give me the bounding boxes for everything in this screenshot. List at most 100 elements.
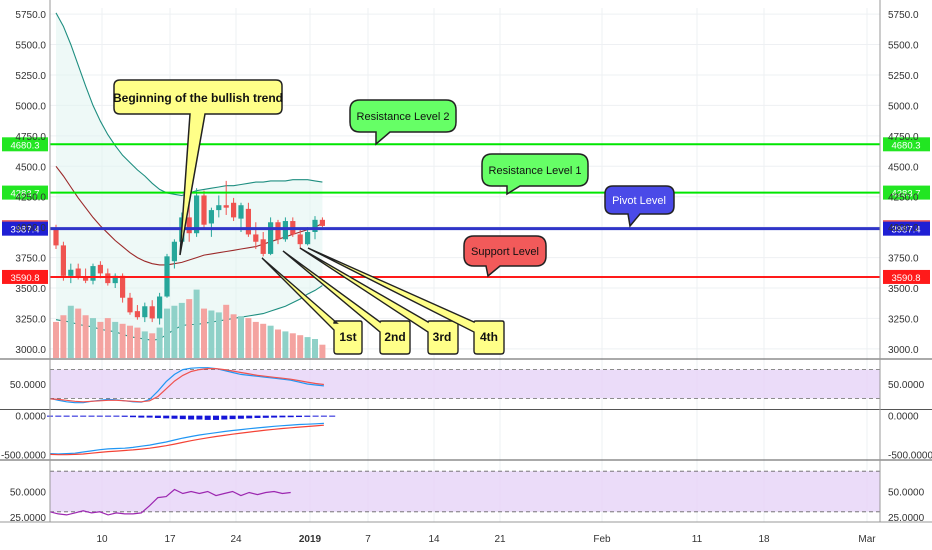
oscillator-line	[49, 368, 324, 403]
volume-bar	[53, 321, 59, 358]
y-tick-right: 3250.0	[888, 314, 919, 325]
y-tick-left: 5000.0	[15, 101, 46, 112]
level-badge-left	[2, 185, 48, 200]
macd-histogram-bar	[237, 415, 244, 419]
osc-tick-right: 50.0000	[888, 380, 925, 391]
callout-fourth[interactable]: 4th	[307, 247, 505, 355]
level-badge-left-text: 3590.8	[10, 273, 39, 284]
macd-histogram-bar	[146, 415, 153, 418]
y-tick-left: 3750.0	[15, 254, 46, 265]
callout-trend[interactable]: Beginning of the bullish trend	[113, 79, 283, 256]
oscillator-band-fill	[50, 471, 880, 512]
macd-histogram-bar	[63, 415, 70, 417]
candle-body	[297, 234, 303, 245]
y-tick-right: 5750.0	[888, 10, 919, 21]
candle-body	[245, 208, 251, 235]
y-tick-left: 3250.0	[15, 314, 46, 325]
volume-bar	[208, 310, 215, 358]
macd-histogram-bar	[196, 415, 203, 420]
volume-bar	[134, 327, 141, 358]
volume-bar	[260, 323, 267, 358]
volume-bar	[141, 331, 148, 358]
macd-histogram-bar	[121, 415, 128, 417]
macd-histogram-bar	[188, 415, 195, 420]
callout-pivot-text: Pivot Level	[612, 195, 666, 207]
x-tick-label: 21	[494, 534, 506, 545]
y-tick-left: 5500.0	[15, 41, 46, 52]
candle-body	[231, 202, 237, 218]
callout-resistance-2-text: Resistance Level 2	[357, 111, 450, 123]
volume-bar	[164, 308, 170, 358]
macd-histogram-bar	[88, 415, 95, 417]
y-tick-left: 3500.0	[15, 284, 46, 295]
osc-tick-left: 50.0000	[10, 488, 47, 499]
macd-tick-left: 0.0000	[15, 412, 46, 423]
callout-second[interactable]: 2nd	[282, 250, 411, 355]
macd-tick-right: 0.0000	[888, 412, 919, 423]
y-tick-left: 3000.0	[15, 345, 46, 356]
macd-histogram-bar	[329, 415, 336, 417]
candle-body	[75, 268, 81, 278]
macd-histogram-bar	[287, 415, 294, 418]
candle-body	[149, 306, 155, 319]
x-tick-label: Feb	[593, 534, 611, 545]
volume-bar	[75, 308, 82, 358]
volume-bar	[171, 305, 178, 358]
volume-bar	[112, 321, 119, 358]
callout-support[interactable]: Support Level	[463, 235, 547, 278]
macd-histogram-bar	[55, 415, 62, 417]
candle-body	[105, 273, 111, 284]
candle-body	[319, 219, 325, 226]
candle-body	[171, 241, 177, 262]
y-tick-left: 5750.0	[15, 10, 46, 21]
macd-histogram-bar	[204, 415, 211, 420]
volume-bar	[230, 314, 237, 358]
volume-bar	[127, 325, 133, 358]
callout-pivot[interactable]: Pivot Level	[604, 185, 675, 228]
volume-bar	[319, 344, 326, 358]
level-badge-right-text: 4283.7	[891, 189, 920, 200]
volume-bar	[312, 339, 318, 358]
candle-body	[275, 222, 281, 240]
macd-histogram-bar	[271, 415, 278, 418]
macd-histogram-bar	[246, 415, 253, 419]
callout-third[interactable]: 3rd	[299, 247, 459, 355]
candle-body	[127, 297, 133, 313]
macd-histogram-bar	[279, 415, 286, 418]
macd-histogram-bar	[138, 415, 145, 418]
macd-histogram-bar	[213, 415, 219, 420]
oscillator-band-fill	[50, 369, 880, 399]
volume-bar	[186, 299, 193, 358]
callout-resistance-1[interactable]: Resistance Level 1	[481, 153, 589, 196]
y-tick-right: 4250.0	[888, 193, 919, 204]
candle-body	[208, 210, 214, 224]
oscillator-layer	[47, 367, 880, 516]
callout-first[interactable]: 1st	[261, 257, 363, 355]
level-badge-right	[883, 221, 930, 236]
x-tick-label: 17	[164, 534, 176, 545]
macd-histogram-bar	[179, 415, 186, 420]
level-badge-right-text: 3590.8	[891, 273, 920, 284]
volume-bar	[289, 333, 296, 358]
bollinger-band-fill	[56, 12, 323, 341]
macd-histogram-bar	[130, 415, 136, 418]
volume-bar	[82, 315, 89, 358]
candle-body	[90, 266, 96, 281]
price-level-layer: 4680.34680.34283.74283.73999.93999.93987…	[2, 137, 930, 284]
candle-body	[53, 228, 59, 246]
candle-body	[268, 222, 274, 254]
candle-body	[312, 219, 318, 232]
macd-tick-right: -500.0000	[888, 450, 932, 461]
macd-histogram-bar	[113, 415, 120, 417]
candle-body	[134, 311, 140, 318]
callout-resistance-2[interactable]: Resistance Level 2	[349, 99, 457, 146]
macd-histogram-bar	[221, 415, 228, 420]
level-badge-left	[2, 137, 48, 152]
macd-histogram-bar	[80, 415, 87, 417]
candle-body	[60, 245, 66, 276]
x-tick-label: 7	[365, 534, 371, 545]
level-badge-right-text: 4680.3	[891, 140, 920, 151]
level-badge-right	[883, 185, 930, 200]
level-badge-left	[2, 221, 48, 236]
